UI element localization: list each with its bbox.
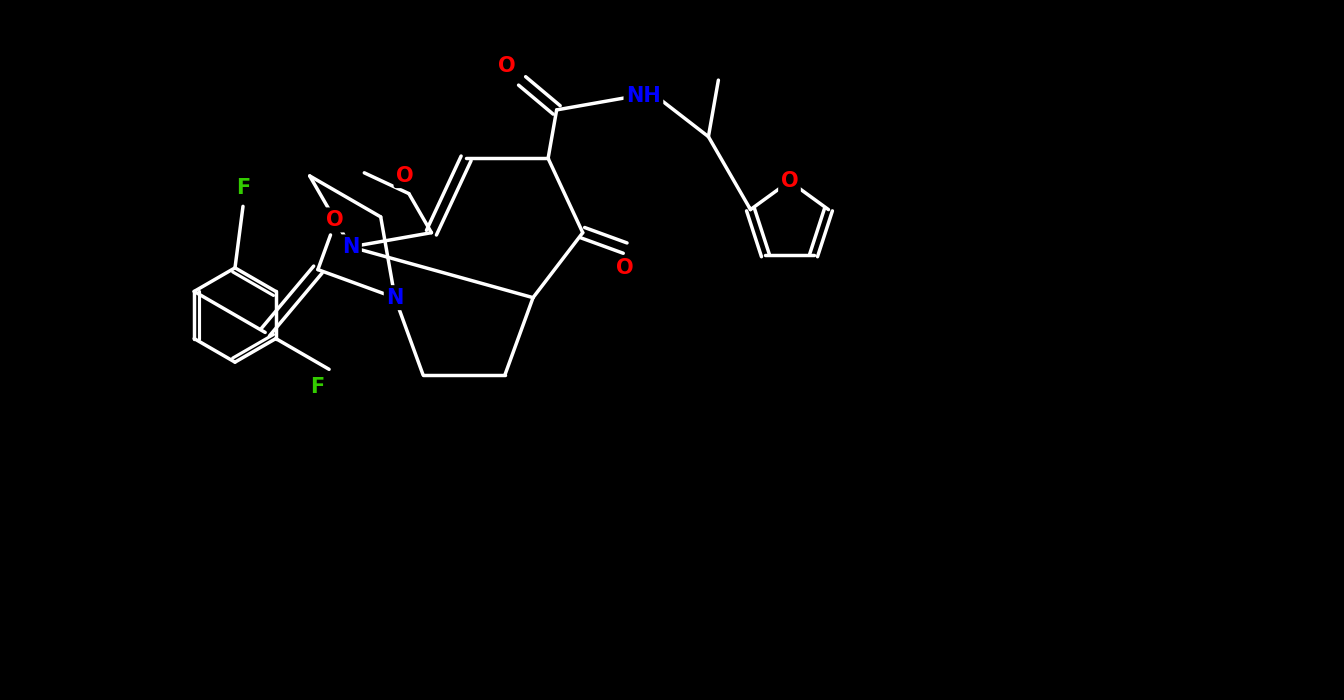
- Text: O: O: [396, 166, 414, 186]
- Text: O: O: [325, 210, 343, 230]
- Text: NH: NH: [626, 85, 661, 106]
- Text: F: F: [237, 178, 250, 198]
- Text: O: O: [617, 258, 634, 278]
- Text: N: N: [341, 237, 359, 257]
- Text: F: F: [310, 377, 324, 398]
- Text: O: O: [781, 172, 798, 191]
- Text: N: N: [386, 288, 403, 308]
- Text: O: O: [499, 56, 516, 76]
